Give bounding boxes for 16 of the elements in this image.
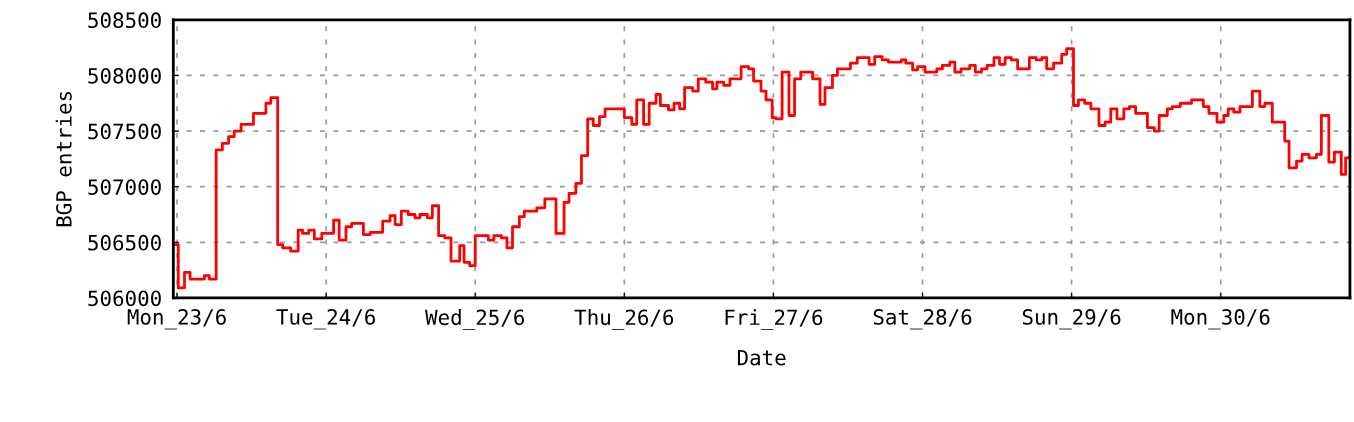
x-tick-label: Mon_30/6: [1171, 309, 1270, 330]
y-tick-label: 507000: [88, 179, 161, 195]
x-tick-label: Sat_28/6: [873, 309, 972, 330]
x-tick-label: Mon_23/6: [127, 309, 226, 330]
x-tick-label: Fri_27/6: [725, 309, 823, 330]
x-tick-label: Tue_24/6: [276, 309, 375, 330]
y-tick-label: 508000: [88, 67, 161, 84]
y-tick-label: 507500: [88, 123, 161, 140]
y-tick-label: 506500: [88, 234, 161, 251]
x-axis-title: Date: [737, 349, 786, 366]
y-tick-label: 506000: [88, 290, 161, 307]
x-tick-label: Sun_29/6: [1022, 309, 1121, 330]
y-tick-label: 508500: [88, 12, 161, 29]
x-tick-label: Thu_26/6: [574, 309, 674, 330]
x-tick-label: Wed_25/6: [425, 309, 525, 330]
y-axis-title: BGP entries: [55, 91, 72, 227]
